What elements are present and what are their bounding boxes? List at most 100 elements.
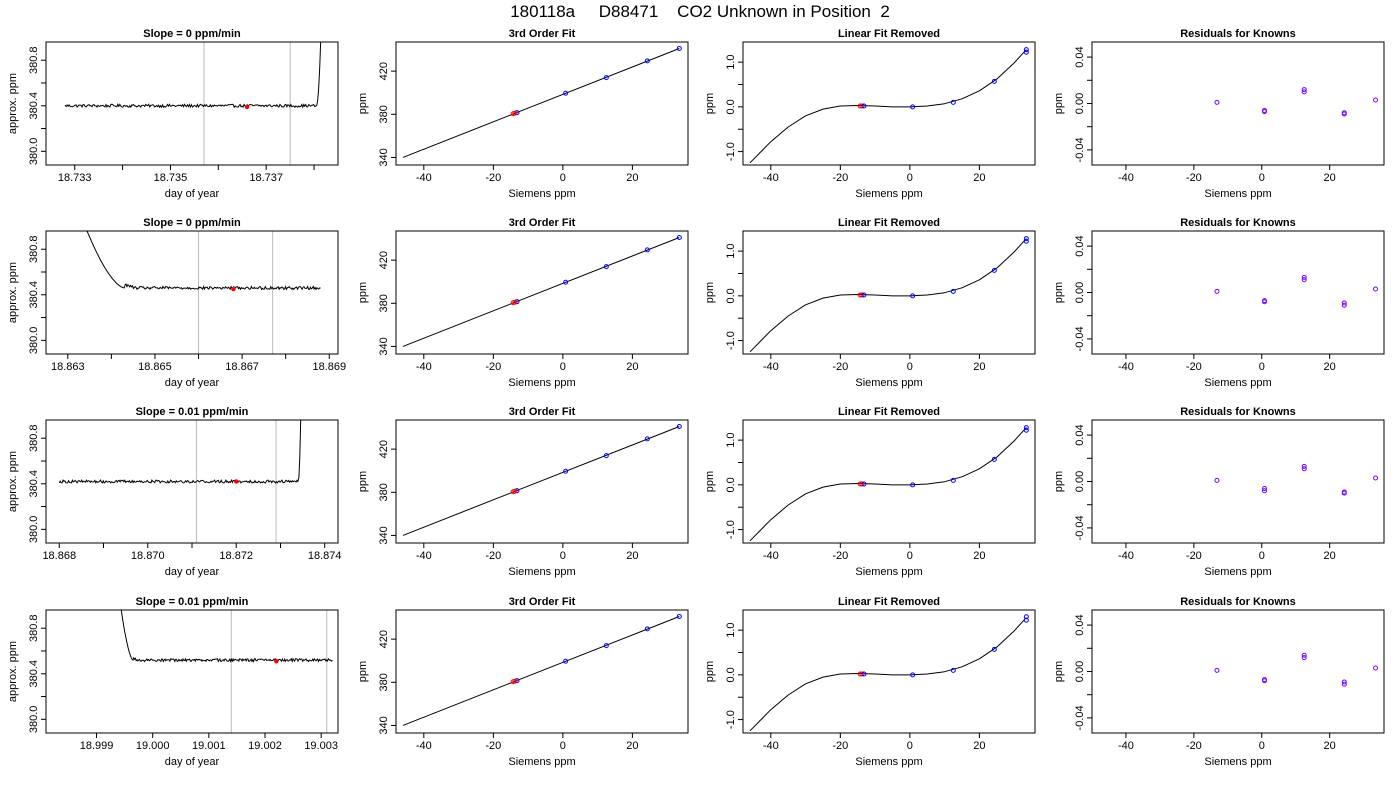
unknown-point — [231, 286, 236, 292]
y-tick-label: 380 — [378, 483, 390, 501]
x-tick-label: 0 — [1259, 550, 1265, 562]
panel-3-3: Linear Fit Removed -40 -20 0 20 Siemens ppm -1… — [704, 406, 1036, 578]
y-axis: -0.04 0.00 0.04 — [1074, 46, 1092, 162]
y-tick-label: 380.0 — [28, 706, 40, 734]
plot-area — [1214, 274, 1379, 308]
y-axis-label: ppm — [357, 93, 369, 114]
x-axis: -40 -20 0 20 — [1118, 165, 1336, 184]
residual-point — [1373, 475, 1379, 481]
known-point — [1023, 236, 1029, 242]
panel-4-2: 3rd Order Fit -40 -20 0 20 Siemens ppm 340 380 4… — [357, 596, 689, 768]
y-tick-label: 1.0 — [725, 54, 737, 69]
x-axis: -40 -20 0 20 — [763, 165, 986, 184]
x-axis: 18.733 18.735 18.737 — [58, 165, 315, 184]
known-point — [991, 78, 997, 84]
plot-area — [749, 47, 1029, 164]
y-axis: -1.0 0.0 1.0 — [725, 622, 743, 729]
residual-point — [1341, 681, 1347, 687]
plot-frame — [1091, 609, 1385, 734]
unknown-point — [512, 299, 518, 305]
y-tick-label: 340 — [378, 526, 390, 544]
x-tick-label: -20 — [1186, 740, 1202, 752]
x-tick-label: 18.870 — [131, 550, 165, 562]
x-tick-label: 0 — [907, 740, 913, 752]
x-tick-label: 18.737 — [249, 172, 283, 184]
y-tick-label: 0.04 — [1074, 46, 1086, 67]
known-point — [603, 264, 609, 270]
x-axis: -40 -20 0 20 — [763, 354, 986, 373]
known-point — [950, 667, 956, 673]
x-tick-label: 18.733 — [58, 172, 92, 184]
y-axis-label: ppm — [1053, 93, 1065, 114]
panel-3-4: Residuals for Knowns -40 -20 0 20 Siemens ppm… — [1053, 406, 1385, 578]
plot-frame — [1091, 419, 1385, 544]
y-axis: 380.0 380.4 380.8 — [28, 424, 46, 543]
panel-2-3: Linear Fit Removed -40 -20 0 20 Siemens ppm -1… — [704, 217, 1036, 389]
x-tick-label: 20 — [973, 740, 985, 752]
plot-area — [64, 42, 322, 165]
y-tick-label: -1.0 — [725, 331, 737, 350]
x-axis: -40 -20 0 20 — [416, 354, 639, 373]
y-axis-label: ppm — [704, 93, 716, 114]
unknown-point — [234, 479, 239, 484]
x-tick-label: 18.735 — [154, 172, 188, 184]
fit-curve — [749, 49, 1027, 164]
x-tick-label: 0 — [1259, 740, 1265, 752]
residual-point — [1341, 302, 1347, 308]
unknown-point — [859, 103, 865, 109]
unknown-point — [859, 292, 865, 298]
y-axis-label: approx. ppm — [7, 262, 19, 323]
y-tick-label: 380 — [378, 105, 390, 123]
panel-title: Slope = 0.01 ppm/min — [136, 596, 249, 608]
x-tick-label: 20 — [626, 550, 638, 562]
x-tick-label: 20 — [626, 740, 638, 752]
plot-frame — [1091, 230, 1385, 355]
trace-line — [120, 610, 333, 664]
residual-point — [1301, 87, 1307, 93]
plot-area — [1214, 652, 1379, 687]
x-tick-label: 18.868 — [42, 550, 76, 562]
y-tick-label: -1.0 — [725, 520, 737, 539]
y-tick-label: 380.8 — [28, 235, 40, 263]
unknown-point — [512, 110, 518, 116]
residual-point — [1261, 485, 1267, 491]
y-tick-label: 380 — [378, 294, 390, 312]
panel-title: Slope = 0 ppm/min — [143, 28, 241, 40]
plot-frame — [395, 41, 689, 166]
residual-point — [1261, 299, 1267, 305]
residual-point — [1301, 274, 1307, 280]
y-axis: -0.04 0.00 0.04 — [1074, 235, 1092, 351]
plot-area — [120, 610, 333, 733]
x-axis-label: Siemens ppm — [1204, 188, 1271, 200]
plot-frame — [45, 41, 339, 166]
y-tick-label: 380.4 — [28, 281, 40, 309]
y-tick-label: 380 — [378, 673, 390, 691]
x-axis-label: Siemens ppm — [1204, 756, 1271, 768]
x-tick-label: 18.863 — [51, 361, 85, 373]
x-tick-label: -40 — [763, 172, 779, 184]
residual-point — [1261, 109, 1267, 115]
x-tick-label: 19.002 — [248, 740, 282, 752]
x-tick-label: -40 — [763, 550, 779, 562]
residual-point — [1261, 488, 1267, 494]
y-tick-label: 0.00 — [1074, 471, 1086, 492]
y-axis-label: ppm — [704, 471, 716, 492]
y-tick-label: -0.04 — [1074, 137, 1086, 162]
x-tick-label: -40 — [416, 361, 432, 373]
x-tick-label: 18.867 — [225, 361, 259, 373]
x-tick-label: 0 — [907, 361, 913, 373]
x-tick-label: 18.999 — [80, 740, 114, 752]
unknown-point — [512, 678, 518, 684]
x-axis-label: Siemens ppm — [1204, 566, 1271, 578]
fit-line — [402, 426, 680, 536]
y-tick-label: 340 — [378, 337, 390, 355]
y-axis: 340 380 420 — [378, 440, 396, 545]
y-axis-label: ppm — [704, 282, 716, 303]
x-tick-label: -20 — [832, 550, 848, 562]
y-tick-label: 0.0 — [725, 99, 737, 114]
known-point — [910, 293, 916, 299]
plot-frame — [45, 419, 339, 544]
x-axis-label: day of year — [165, 566, 220, 578]
y-axis-label: ppm — [357, 282, 369, 303]
